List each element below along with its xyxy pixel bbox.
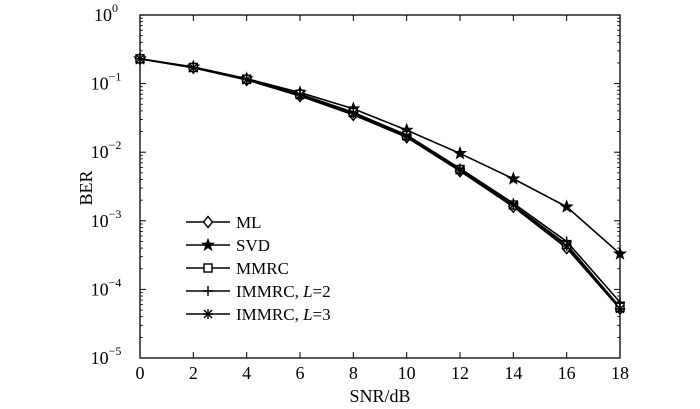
legend-marker bbox=[203, 263, 213, 273]
data-point bbox=[559, 199, 574, 213]
legend-entry: IMMRC, L=2 bbox=[186, 282, 331, 301]
legend-label: IMMRC, L=3 bbox=[236, 305, 331, 324]
x-tick-label: 12 bbox=[451, 363, 469, 383]
data-point bbox=[348, 108, 359, 119]
legend-entry: MMRC bbox=[186, 259, 289, 278]
series-diamond bbox=[134, 52, 626, 316]
legend-entry: SVD bbox=[186, 236, 270, 255]
data-point bbox=[612, 246, 628, 260]
data-point bbox=[508, 199, 519, 210]
legend-marker bbox=[200, 237, 216, 251]
y-tick-label: 10−5 bbox=[91, 344, 122, 368]
y-tick-label: 10−3 bbox=[91, 207, 122, 231]
series-line bbox=[139, 58, 621, 310]
series-layer bbox=[132, 51, 628, 316]
x-axis-label: SNR/dB bbox=[349, 386, 410, 406]
y-axis-label: BER bbox=[76, 170, 96, 205]
legend: ML SVD MMRC IMMRC, L=2 IMMRC, L=3 bbox=[186, 213, 331, 324]
data-point bbox=[295, 90, 305, 101]
data-point bbox=[401, 131, 412, 142]
y-tick-label: 100 bbox=[94, 1, 118, 25]
x-tick-label: 14 bbox=[504, 363, 522, 383]
y-tick-label: 10−2 bbox=[91, 138, 122, 162]
plot-frame bbox=[139, 14, 621, 359]
data-point bbox=[135, 53, 145, 64]
data-point bbox=[452, 146, 468, 160]
legend-label: ML bbox=[236, 213, 262, 232]
legend-entry: ML bbox=[186, 213, 262, 232]
x-tick-label: 2 bbox=[189, 363, 198, 383]
legend-marker bbox=[203, 286, 213, 296]
x-tick-label: 6 bbox=[296, 363, 305, 383]
legend-marker bbox=[202, 215, 214, 229]
legend-label: IMMRC, L=2 bbox=[236, 282, 331, 301]
legend-label: SVD bbox=[236, 236, 270, 255]
data-point bbox=[241, 74, 252, 85]
legend-entry: IMMRC, L=3 bbox=[186, 305, 331, 324]
data-point bbox=[455, 165, 465, 176]
series-asterisk bbox=[135, 53, 625, 314]
y-tick-label: 10−1 bbox=[91, 70, 122, 94]
x-tick-label: 0 bbox=[136, 363, 145, 383]
axis-ticks: 0 2 4 6 8 10 12 14 16 18 100 10−1 10−2 10−3 10−4 10−5 bbox=[91, 1, 629, 383]
series-line bbox=[139, 57, 621, 255]
x-tick-label: 4 bbox=[242, 363, 251, 383]
legend-marker bbox=[203, 309, 213, 319]
data-point bbox=[188, 62, 199, 73]
data-point bbox=[506, 171, 521, 185]
data-point bbox=[561, 240, 572, 251]
x-tick-label: 8 bbox=[349, 363, 358, 383]
x-tick-label: 18 bbox=[611, 363, 629, 383]
x-tick-label: 16 bbox=[558, 363, 576, 383]
y-tick-label: 10−4 bbox=[91, 275, 122, 299]
data-point bbox=[615, 303, 625, 314]
x-tick-label: 10 bbox=[398, 363, 416, 383]
legend-label: MMRC bbox=[236, 259, 289, 278]
series-square bbox=[135, 54, 625, 312]
